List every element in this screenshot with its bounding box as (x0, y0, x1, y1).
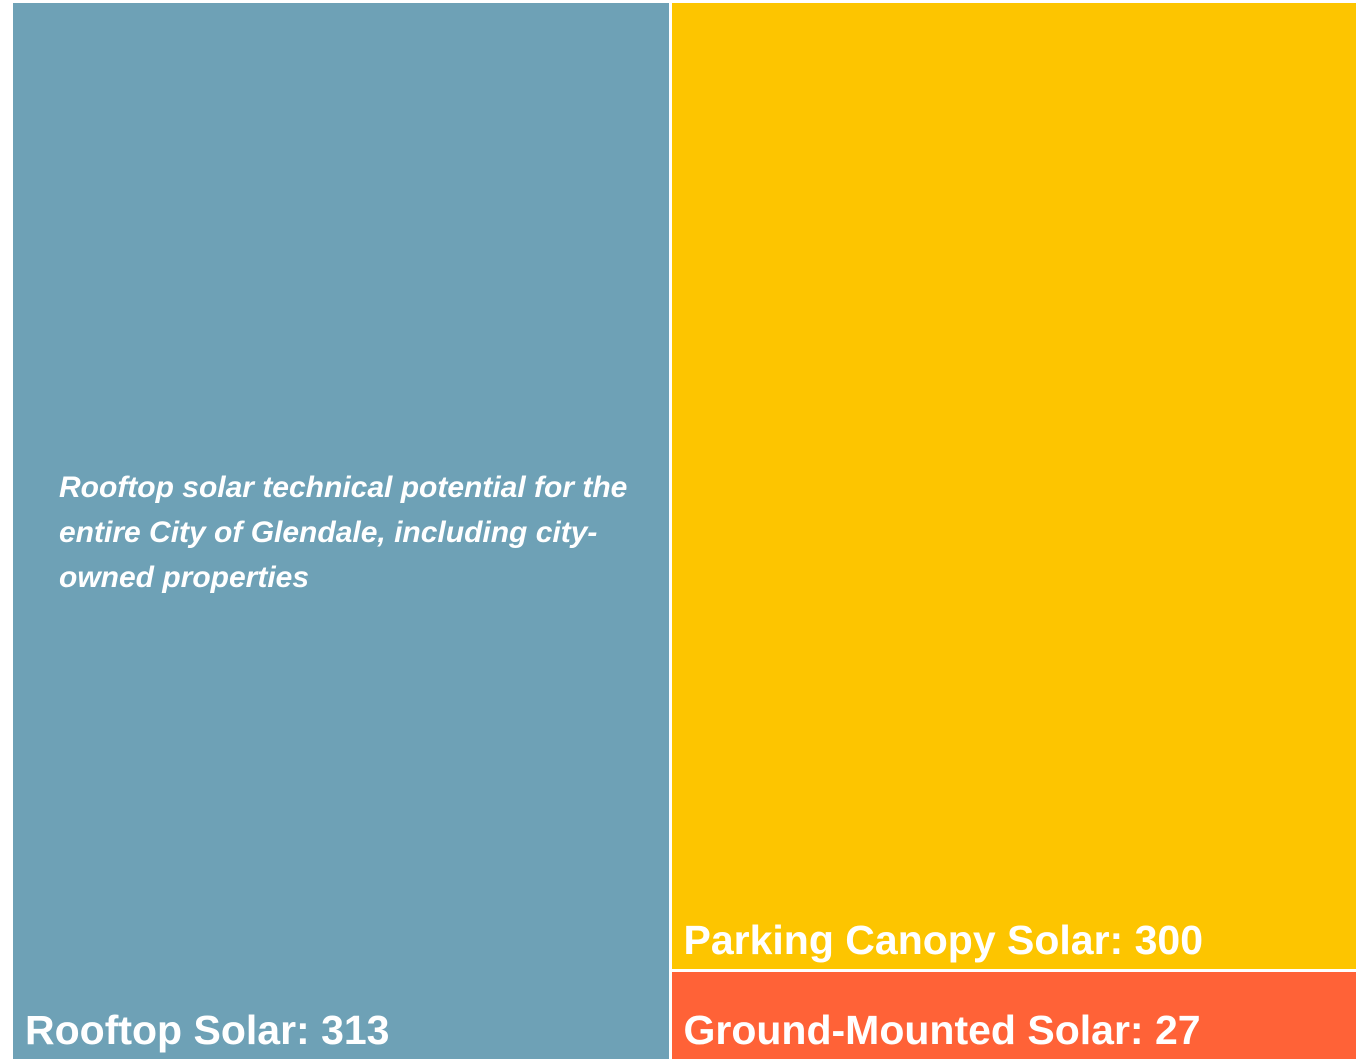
rooftop-annotation: Rooftop solar technical potential for th… (59, 471, 628, 594)
tile-ground-mounted-solar: Ground-Mounted Solar: 27 (671, 972, 1356, 1059)
tile-rooftop-solar: Rooftop solar technical potential for th… (13, 3, 669, 1059)
parking-canopy-solar-label: Parking Canopy Solar: 300 (683, 916, 1204, 963)
rooftop-solar-label: Rooftop Solar: 313 (25, 1006, 390, 1053)
tile-parking-canopy-solar: Parking Canopy Solar: 300 (671, 3, 1356, 969)
ground-mounted-solar-label: Ground-Mounted Solar: 27 (683, 1006, 1201, 1053)
